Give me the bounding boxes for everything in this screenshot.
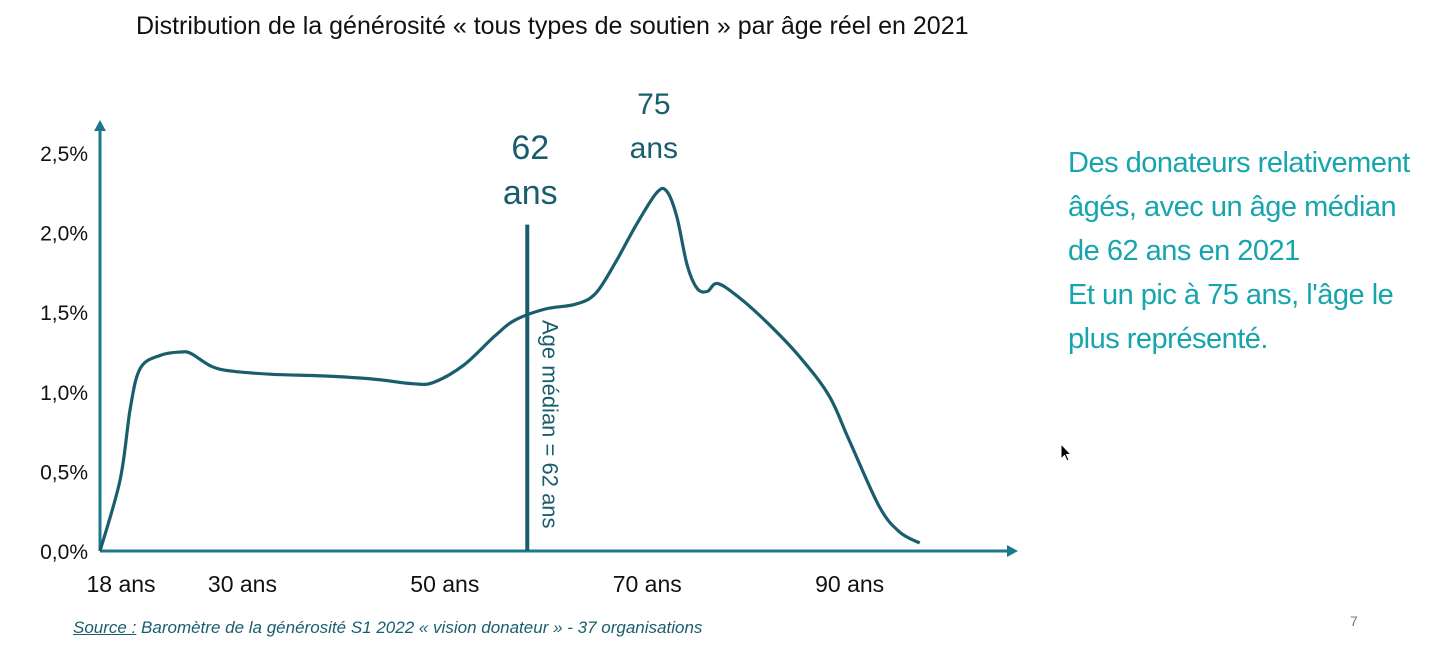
mouse-cursor-icon xyxy=(1060,443,1073,462)
side-text-line: âgés, avec un âge médian xyxy=(1068,191,1397,223)
y-tick-label: 0,5% xyxy=(40,461,88,484)
side-text-line: plus représenté. xyxy=(1068,323,1268,355)
y-tick-labels: 0,0% 0,5% 1,0% 1,5% 2,0% 2,5% xyxy=(40,143,88,564)
median-annotation: ans xyxy=(503,174,558,212)
side-text-line: de 62 ans en 2021 xyxy=(1068,235,1300,267)
x-tick-labels: 18 ans 30 ans 50 ans 70 ans 90 ans xyxy=(86,571,884,597)
axes xyxy=(94,120,1018,557)
median-rotated-label: Age médian = 62 ans xyxy=(537,320,562,529)
peak-annotation: ans xyxy=(630,132,678,165)
x-tick-label: 30 ans xyxy=(208,571,277,597)
series-line xyxy=(98,186,921,552)
y-tick-label: 2,5% xyxy=(40,143,88,166)
side-text-line: Des donateurs relativement xyxy=(1068,147,1410,179)
median-group: Age médian = 62 ans 62 ans xyxy=(503,129,562,551)
source-note: Source : Baromètre de la générosité S1 2… xyxy=(73,618,702,638)
y-tick-label: 0,0% xyxy=(40,541,88,564)
y-tick-label: 2,0% xyxy=(40,223,88,246)
x-tick-label: 50 ans xyxy=(410,571,479,597)
source-text: Baromètre de la générosité S1 2022 « vis… xyxy=(136,618,703,637)
source-label: Source : xyxy=(73,618,137,637)
side-text-line: Et un pic à 75 ans, l'âge le xyxy=(1068,279,1394,311)
peak-group: 75 ans xyxy=(630,88,678,165)
y-tick-label: 1,0% xyxy=(40,382,88,405)
x-tick-label: 18 ans xyxy=(86,571,155,597)
y-axis-arrow-icon xyxy=(94,120,106,131)
chart-title: Distribution de la générosité « tous typ… xyxy=(136,12,969,40)
series-group xyxy=(98,186,921,552)
peak-annotation: 75 xyxy=(637,88,670,121)
x-tick-label: 90 ans xyxy=(815,571,884,597)
x-tick-label: 70 ans xyxy=(613,571,682,597)
chart-area: 0,0% 0,5% 1,0% 1,5% 2,0% 2,5% 18 ans 30 ans 50 … xyxy=(40,88,1018,597)
x-axis-arrow-icon xyxy=(1007,545,1018,557)
median-annotation: 62 xyxy=(511,129,549,167)
side-commentary: Des donateurs relativement âgés, avec un… xyxy=(1068,141,1418,361)
y-tick-label: 1,5% xyxy=(40,302,88,325)
page-number: 7 xyxy=(1350,613,1358,629)
